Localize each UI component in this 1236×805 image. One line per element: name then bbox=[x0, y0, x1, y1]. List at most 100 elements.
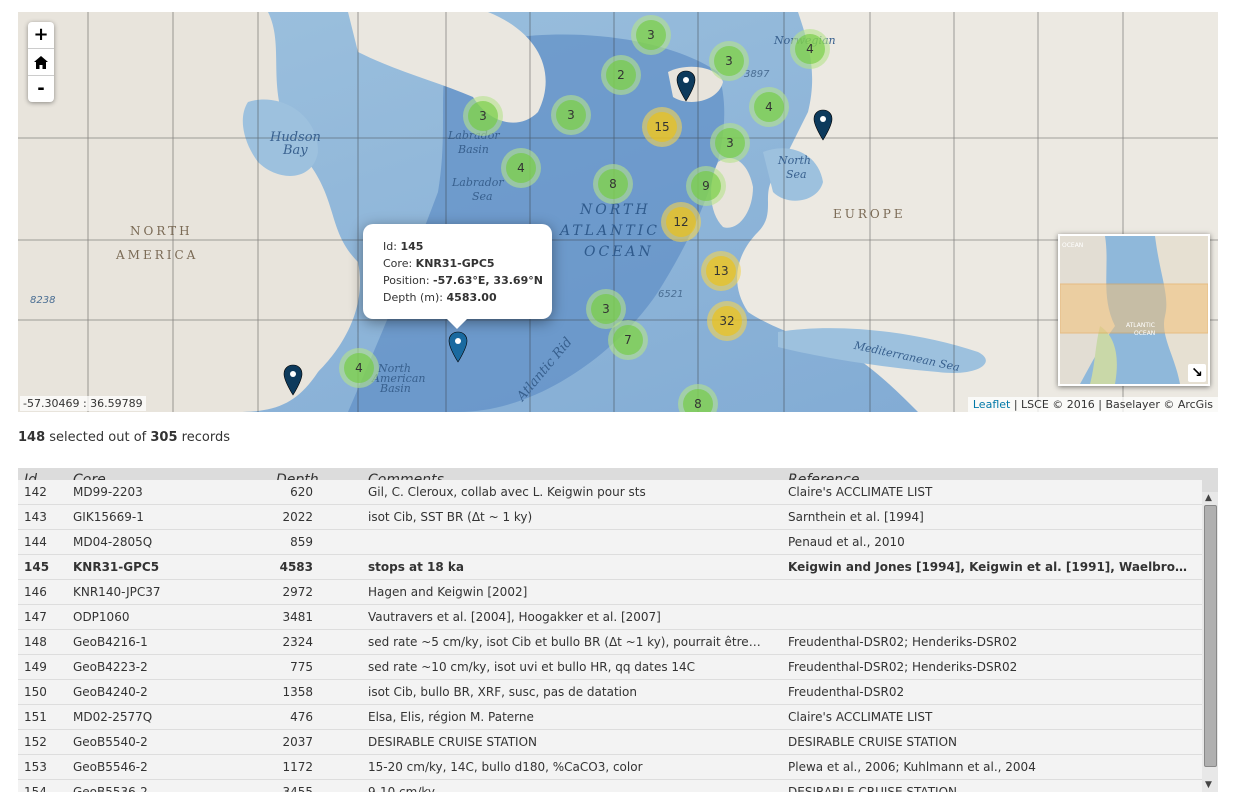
cluster-count: 3 bbox=[468, 101, 498, 131]
marker-cluster[interactable]: 4 bbox=[501, 148, 541, 188]
cell-ref: Claire's ACCLIMATE LIST bbox=[788, 485, 933, 499]
label-north-sea-1: North bbox=[778, 154, 812, 167]
popup-core-value: KNR31-GPC5 bbox=[415, 257, 495, 270]
label-north-sea-2: Sea bbox=[786, 168, 807, 181]
depth-label: 8238 bbox=[30, 295, 56, 306]
cell-core: GeoB5546-2 bbox=[73, 760, 148, 774]
table-row[interactable]: 152 GeoB5540-2 2037 DESIRABLE CRUISE STATIO… bbox=[18, 730, 1202, 755]
cell-core: ODP1060 bbox=[73, 610, 130, 624]
marker-cluster[interactable]: 7 bbox=[608, 320, 648, 360]
table-row[interactable]: 151 MD02-2577Q 476 Elsa, Elis, région M. Pa… bbox=[18, 705, 1202, 730]
marker-cluster[interactable]: 4 bbox=[749, 87, 789, 127]
cell-comments: sed rate ~10 cm/ky, isot uvi et bullo HR… bbox=[368, 660, 696, 674]
mouse-position: -57.30469 : 36.59789 bbox=[20, 396, 146, 411]
map-pin-icon[interactable] bbox=[283, 364, 303, 396]
marker-cluster[interactable]: 4 bbox=[790, 29, 830, 69]
cell-ref: DESIRABLE CRUISE STATION bbox=[788, 785, 957, 792]
minimap-label: OCEAN bbox=[1134, 330, 1156, 337]
table-row[interactable]: 147 ODP1060 3481 Vautravers et al. [2004], … bbox=[18, 605, 1202, 630]
marker-cluster[interactable]: 12 bbox=[661, 202, 701, 242]
cell-core: GIK15669-1 bbox=[73, 510, 144, 524]
cell-ref: Sarnthein et al. [1994] bbox=[788, 510, 924, 524]
popup-core-label: Core: bbox=[383, 257, 413, 270]
scroll-up-icon[interactable]: ▲ bbox=[1205, 493, 1212, 503]
marker-cluster[interactable]: 3 bbox=[463, 96, 503, 136]
table-row[interactable]: 148 GeoB4216-1 2324 sed rate ~5 cm/ky, isot… bbox=[18, 630, 1202, 655]
marker-cluster[interactable]: 3 bbox=[710, 123, 750, 163]
cluster-count: 32 bbox=[712, 306, 742, 336]
cell-core: GeoB4216-1 bbox=[73, 635, 148, 649]
table-row[interactable]: 143 GIK15669-1 2022 isot Cib, SST BR (Δt ~ … bbox=[18, 505, 1202, 530]
marker-cluster[interactable]: 13 bbox=[701, 251, 741, 291]
scrollbar-thumb[interactable] bbox=[1204, 505, 1217, 767]
summary-middle: selected out of bbox=[49, 430, 147, 445]
cell-ref: Keigwin and Jones [1994], Keigwin et al.… bbox=[788, 560, 1192, 574]
marker-cluster[interactable]: 3 bbox=[586, 289, 626, 329]
map-pin-icon[interactable] bbox=[448, 331, 468, 363]
label-na-basin-3: Basin bbox=[380, 382, 411, 395]
cell-core: KNR31-GPC5 bbox=[73, 560, 160, 574]
popup-position-label: Position: bbox=[383, 274, 430, 287]
table-row[interactable]: 144 MD04-2805Q 859 Penaud et al., 2010 bbox=[18, 530, 1202, 555]
marker-cluster[interactable]: 32 bbox=[707, 301, 747, 341]
marker-cluster[interactable]: 3 bbox=[631, 15, 671, 55]
cell-depth: 2972 bbox=[282, 585, 313, 599]
cell-core: GeoB5540-2 bbox=[73, 735, 148, 749]
cell-id: 154 bbox=[24, 785, 47, 792]
cluster-count: 3 bbox=[636, 20, 666, 50]
table-row[interactable]: 154 GeoB5536-2 3455 9-10 cm/ky DESIRABLE CRU… bbox=[18, 780, 1202, 792]
table-row[interactable]: 150 GeoB4240-2 1358 isot Cib, bullo BR, XRF… bbox=[18, 680, 1202, 705]
popup-depth-label: Depth (m): bbox=[383, 291, 444, 304]
cluster-count: 4 bbox=[344, 353, 374, 383]
marker-cluster[interactable]: 3 bbox=[551, 95, 591, 135]
cell-depth: 2022 bbox=[282, 510, 313, 524]
popup-position-value: -57.63°E, 33.69°N bbox=[433, 274, 543, 287]
table-scrollbar[interactable]: ▲ ▼ bbox=[1202, 492, 1218, 792]
cell-depth: 3481 bbox=[282, 610, 313, 624]
collapse-arrow-icon: ↘ bbox=[1191, 365, 1203, 381]
cell-ref: Plewa et al., 2006; Kuhlmann et al., 200… bbox=[788, 760, 1036, 774]
cell-depth: 775 bbox=[290, 660, 313, 674]
popup-tip bbox=[447, 319, 467, 329]
marker-cluster[interactable]: 8 bbox=[593, 164, 633, 204]
marker-cluster[interactable]: 9 bbox=[686, 166, 726, 206]
minimap-label: ATLANTIC bbox=[1126, 322, 1156, 329]
zoom-out-button[interactable]: - bbox=[37, 78, 45, 99]
minimap-toggle-button[interactable]: ↘ bbox=[1188, 364, 1206, 382]
cell-ref: DESIRABLE CRUISE STATION bbox=[788, 735, 957, 749]
map-pin-icon[interactable] bbox=[813, 109, 833, 141]
marker-cluster[interactable]: 2 bbox=[601, 55, 641, 95]
label-north-atlantic-3: OCEAN bbox=[584, 244, 654, 260]
label-north-atlantic-2: ATLANTIC bbox=[560, 223, 660, 239]
cell-id: 153 bbox=[24, 760, 47, 774]
cell-comments: sed rate ~5 cm/ky, isot Cib et bullo BR … bbox=[368, 635, 763, 649]
zoom-in-button[interactable]: + bbox=[28, 22, 54, 49]
scroll-down-icon[interactable]: ▼ bbox=[1205, 780, 1212, 790]
marker-cluster[interactable]: 4 bbox=[339, 348, 379, 388]
marker-cluster[interactable]: 8 bbox=[678, 384, 718, 412]
table-row[interactable]: 153 GeoB5546-2 1172 15-20 cm/ky, 14C, bullo… bbox=[18, 755, 1202, 780]
table-row[interactable]: 145 KNR31-GPC5 4583 stops at 18 ka Keigwin a… bbox=[18, 555, 1202, 580]
cell-ref: Freudenthal-DSR02 bbox=[788, 685, 905, 699]
table-row[interactable]: 142 MD99-2203 620 Gil, C. Cleroux, collab a… bbox=[18, 480, 1202, 505]
cluster-count: 13 bbox=[706, 256, 736, 286]
cell-id: 143 bbox=[24, 510, 47, 524]
home-button[interactable] bbox=[28, 49, 54, 76]
label-north-america-1: NORTH bbox=[130, 224, 193, 238]
map-pin-icon[interactable] bbox=[676, 70, 696, 102]
marker-cluster[interactable]: 3 bbox=[709, 41, 749, 81]
leaflet-link[interactable]: Leaflet bbox=[972, 398, 1011, 411]
minimap[interactable]: OCEAN ATLANTIC OCEAN ↘ bbox=[1058, 234, 1210, 386]
marker-cluster[interactable]: 15 bbox=[642, 107, 682, 147]
cell-ref: Penaud et al., 2010 bbox=[788, 535, 905, 549]
cell-comments: stops at 18 ka bbox=[368, 560, 464, 574]
cell-depth: 620 bbox=[290, 485, 313, 499]
cell-id: 149 bbox=[24, 660, 47, 674]
cell-id: 144 bbox=[24, 535, 47, 549]
map-view[interactable]: NORTH AMERICA EUROPE NORTH ATLANTIC OCEA… bbox=[18, 12, 1218, 412]
cluster-count: 4 bbox=[754, 92, 784, 122]
table-row[interactable]: 149 GeoB4223-2 775 sed rate ~10 cm/ky, isot… bbox=[18, 655, 1202, 680]
table-row[interactable]: 146 KNR140-JPC37 2972 Hagen and Keigwin [20… bbox=[18, 580, 1202, 605]
attribution-text: | LSCE © 2016 | Baselayer © ArcGis bbox=[1010, 398, 1213, 411]
cell-comments: isot Cib, SST BR (Δt ~ 1 ky) bbox=[368, 510, 533, 524]
